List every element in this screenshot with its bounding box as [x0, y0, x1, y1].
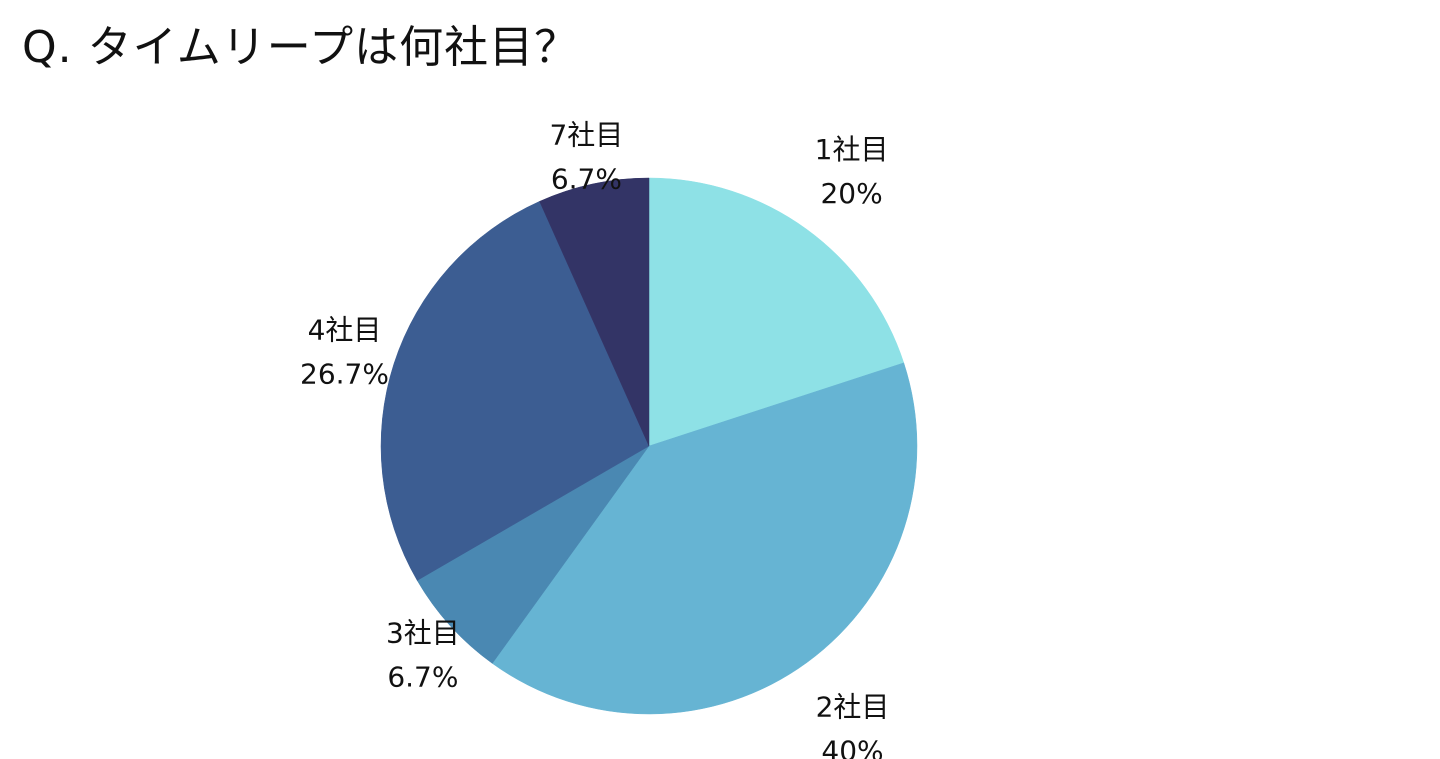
pie-labels: 1社目 20% 2社目 40% 3社目 6.7% 4社目 26.7% 7社目 6.7% — [300, 119, 889, 759]
slice-category-label-2: 2社目 — [816, 691, 890, 724]
pie-slice-2 — [491, 362, 918, 715]
slice-category-label-5: 7社目 — [549, 119, 623, 152]
slice-value-label-2: 40% — [821, 735, 883, 759]
pie-slices — [380, 177, 918, 715]
slice-value-label-1: 20% — [820, 177, 882, 210]
slice-category-label-3: 3社目 — [386, 617, 460, 650]
slice-value-label-4: 26.7% — [300, 358, 389, 391]
pie-slice-3 — [416, 445, 650, 664]
slice-value-label-3: 6.7% — [387, 661, 458, 694]
slice-value-label-5: 6.7% — [551, 163, 622, 196]
pie-slice-1 — [648, 177, 905, 447]
pie-slice-5 — [539, 177, 650, 447]
slice-category-label-1: 1社目 — [815, 133, 889, 166]
pie-slice-4 — [380, 201, 650, 581]
chart-title: Q. タイムリープは何社目？ — [22, 22, 580, 73]
slice-category-label-4: 4社目 — [308, 314, 382, 347]
